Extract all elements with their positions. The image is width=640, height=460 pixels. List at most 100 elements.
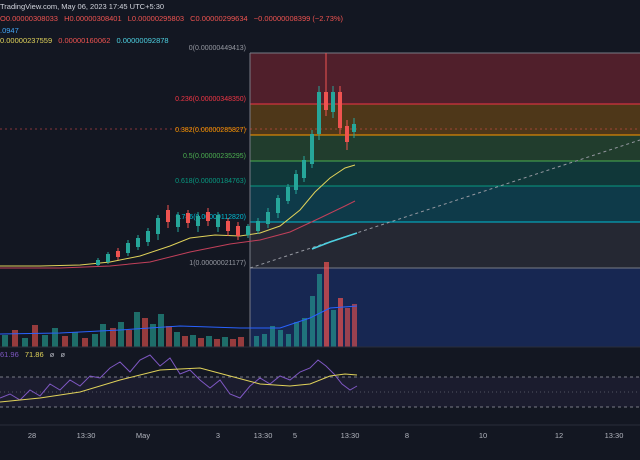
- rsi-pane: [0, 346, 640, 408]
- candle-body: [116, 251, 120, 257]
- candle-body: [236, 226, 240, 236]
- volume-bar: [158, 314, 164, 347]
- fib-lines: [0, 52, 640, 347]
- volume-bar: [278, 330, 283, 347]
- ohlc-low: L0.00000295803: [127, 14, 185, 23]
- fib-zone-0382-05: [250, 135, 640, 161]
- volume-bar: [150, 324, 156, 347]
- candle-body: [338, 92, 342, 128]
- volume-ma-line: [0, 305, 358, 335]
- volume-bar: [338, 298, 343, 347]
- volume-bar: [2, 335, 8, 347]
- volume-bar: [310, 296, 315, 347]
- time-tick: 10: [479, 431, 487, 440]
- volume-bar: [238, 337, 244, 347]
- eye-off-icon[interactable]: ø: [49, 350, 55, 359]
- candle-body: [286, 187, 290, 201]
- candle-body: [216, 215, 220, 227]
- volume-bar: [12, 330, 18, 347]
- rsi-header: 61.96 71.86 ø ø: [0, 350, 69, 359]
- time-tick: 13:30: [605, 431, 624, 440]
- volume-bar: [302, 318, 307, 347]
- time-tick: 3: [216, 431, 220, 440]
- time-tick: 13:30: [77, 431, 96, 440]
- candle-body: [256, 221, 260, 231]
- chart-header-ohlc: O0.00000308033 H0.00000308401 L0.0000029…: [0, 14, 347, 23]
- candle-body: [310, 134, 314, 164]
- fib-label-0236: 0.236(0.00000348350): [175, 96, 246, 103]
- time-tick: 13:30: [254, 431, 273, 440]
- volume-bar: [182, 336, 188, 347]
- fib-label-0618: 0.618(0.00000184763): [175, 178, 246, 185]
- rsi-ma-line: [0, 367, 358, 403]
- candle-body: [294, 174, 298, 190]
- source-label: TradingView.com, May 06, 2023 17:45 UTC+…: [0, 2, 165, 11]
- ohlc-high: H0.00000308401: [64, 14, 122, 23]
- candle-body: [146, 231, 150, 242]
- volume-bar: [294, 322, 299, 347]
- volume-bar: [92, 334, 98, 347]
- rsi-value: 61.96: [0, 350, 19, 359]
- ma-mid-line: [0, 200, 356, 269]
- volume-bar: [22, 338, 28, 347]
- volume-bar: [270, 326, 275, 347]
- candle-body: [331, 92, 335, 112]
- volume-bar: [142, 318, 148, 347]
- fib-label-0786: 0.786(0.00000112820): [176, 214, 246, 221]
- fib-label-0: 0(0.00000449413): [189, 45, 246, 52]
- ma-value-mid: 0.00000160062: [58, 36, 111, 45]
- ma-value-fast: 0.00000237559: [0, 36, 53, 45]
- volume-bar: [134, 312, 140, 347]
- fib-label-0382: 0.382(0.00000285827): [175, 127, 246, 134]
- fib-zone-0-0236: [250, 53, 640, 104]
- chart-header-line3: 0.00000237559 0.00000160062 0.0000009287…: [0, 36, 173, 45]
- rsi-ma-value: 71.86: [24, 350, 44, 359]
- candle-body: [106, 254, 110, 262]
- fib-zone-0786-1: [250, 222, 640, 268]
- ma-slow-line: [311, 232, 358, 250]
- volume-bar: [126, 330, 132, 347]
- ohlc-change: −0.00000008399 (−2.73%): [253, 14, 344, 23]
- volume-bar: [166, 326, 172, 347]
- volume-bar: [352, 304, 357, 347]
- candle-body: [126, 243, 130, 253]
- volume-bar: [324, 262, 329, 347]
- ohlc-open: O0.00000308033: [0, 14, 58, 23]
- candle-body: [206, 212, 210, 221]
- candle-body: [156, 218, 160, 234]
- time-tick: 12: [555, 431, 563, 440]
- candle-body: [186, 213, 190, 223]
- time-tick: 8: [405, 431, 409, 440]
- time-axis: 28 13:30 May 3 13:30 5 13:30 8 10 12 13:…: [0, 424, 640, 440]
- volume-bar: [206, 336, 212, 347]
- volume-bar: [110, 328, 116, 347]
- fib-labels: 0(0.00000449413) 0.236(0.00000348350) 0.…: [175, 45, 246, 267]
- candle-body: [246, 226, 250, 235]
- volume-bar: [214, 339, 220, 347]
- volume-bar: [254, 336, 259, 347]
- candle-body: [276, 198, 280, 213]
- volume-bar: [32, 325, 38, 347]
- candle-body: [302, 160, 306, 178]
- fib-trend-line: [249, 139, 640, 269]
- volume-bar: [72, 332, 78, 347]
- volume-bar: [82, 338, 88, 347]
- settings-icon[interactable]: ø: [60, 350, 66, 359]
- volume-bars: [0, 262, 358, 347]
- volume-bar: [190, 335, 196, 347]
- candle-body: [196, 216, 200, 226]
- indicator-value-a: .0947: [0, 26, 19, 35]
- candle-body: [176, 215, 180, 227]
- time-tick: May: [136, 431, 150, 440]
- chart-header-line1: TradingView.com, May 06, 2023 17:45 UTC+…: [0, 2, 168, 11]
- time-tick: 28: [28, 431, 36, 440]
- volume-bar: [174, 332, 180, 347]
- time-tick: 13:30: [341, 431, 360, 440]
- volume-bar: [42, 335, 48, 347]
- candle-body: [352, 124, 356, 132]
- volume-bar: [286, 334, 291, 347]
- fib-zone-0236-0382: [250, 104, 640, 135]
- candle-body: [166, 210, 170, 222]
- time-tick: 5: [293, 431, 297, 440]
